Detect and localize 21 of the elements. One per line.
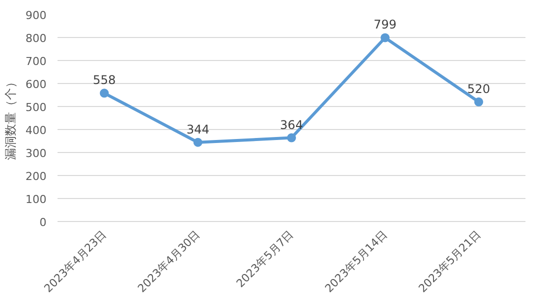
y-tick-label: 100 (26, 193, 47, 206)
y-tick-label: 400 (26, 124, 47, 137)
y-axis-title: 漏洞数量（个） (4, 76, 18, 160)
data-label: 344 (186, 122, 210, 136)
y-tick-label: 600 (26, 78, 47, 91)
point (100, 88, 109, 98)
y-tick-label: 700 (26, 55, 47, 68)
y-tick-label: 900 (26, 9, 47, 22)
y-tick-label: 300 (26, 147, 47, 160)
data-label: 364 (280, 118, 303, 132)
y-tick-label: 800 (26, 32, 47, 45)
data-label: 520 (467, 82, 490, 96)
data-label: 799 (374, 18, 397, 32)
point (193, 138, 202, 147)
point (287, 133, 296, 142)
point (380, 33, 390, 42)
data-label: 558 (92, 73, 116, 88)
point (474, 97, 484, 106)
y-tick-label: 500 (26, 101, 47, 114)
y-tick-label: 0 (40, 216, 46, 229)
y-tick-label: 200 (26, 170, 47, 183)
